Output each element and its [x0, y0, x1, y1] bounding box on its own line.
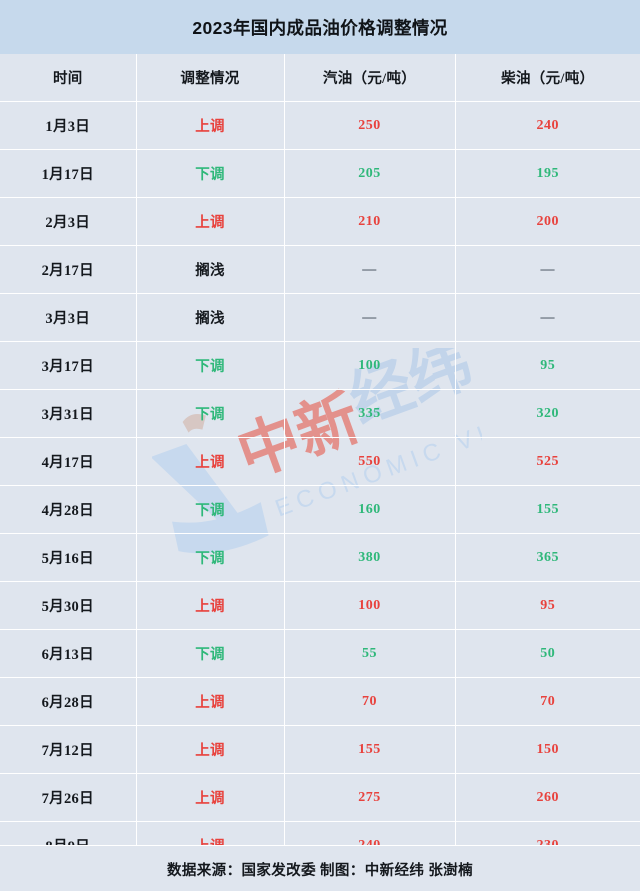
cell-diesel: 195 — [455, 149, 640, 198]
cell-adjustment: 下调 — [136, 389, 285, 438]
cell-adjustment: 下调 — [136, 149, 285, 198]
cell-adjustment: 上调 — [136, 197, 285, 246]
cell-diesel: 525 — [455, 437, 640, 486]
table-row: 2月17日 搁浅 — — — [0, 245, 640, 294]
table-row: 7月12日 上调 155 150 — [0, 725, 640, 774]
column-header-gasoline: 汽油（元/吨） — [284, 54, 456, 102]
table-row: 3月17日 下调 100 95 — [0, 341, 640, 390]
cell-date: 2月17日 — [0, 245, 137, 294]
title-band: 2023年国内成品油价格调整情况 — [0, 0, 640, 54]
table-row: 1月17日 下调 205 195 — [0, 149, 640, 198]
cell-date: 4月28日 — [0, 485, 137, 534]
column-header-diesel: 柴油（元/吨） — [455, 54, 640, 102]
cell-gasoline: 155 — [284, 725, 456, 774]
cell-date: 5月16日 — [0, 533, 137, 582]
cell-gasoline: 160 — [284, 485, 456, 534]
footer-band: 数据来源：国家发改委 制图：中新经纬 张澍楠 — [0, 845, 640, 891]
source-credit: 数据来源：国家发改委 制图：中新经纬 张澍楠 — [166, 862, 474, 879]
cell-gasoline: 100 — [284, 341, 456, 390]
cell-adjustment: 上调 — [136, 581, 285, 630]
cell-date: 3月31日 — [0, 389, 137, 438]
table-row: 2月3日 上调 210 200 — [0, 197, 640, 246]
cell-diesel: 155 — [455, 485, 640, 534]
cell-adjustment: 上调 — [136, 437, 285, 486]
cell-gasoline: 100 — [284, 581, 456, 630]
cell-gasoline: 380 — [284, 533, 456, 582]
cell-diesel: — — [455, 293, 640, 342]
cell-date: 6月13日 — [0, 629, 137, 678]
cell-adjustment: 搁浅 — [136, 245, 285, 294]
data-table-container: 时间 调整情况 汽油（元/吨） 柴油（元/吨） 1月3日 上调 250 240 1月17… — [0, 54, 640, 891]
cell-date: 3月3日 — [0, 293, 137, 342]
cell-diesel: 70 — [455, 677, 640, 726]
cell-diesel: — — [455, 245, 640, 294]
cell-adjustment: 下调 — [136, 341, 285, 390]
cell-adjustment: 下调 — [136, 485, 285, 534]
column-header-time: 时间 — [0, 54, 137, 102]
table-row: 6月13日 下调 55 50 — [0, 629, 640, 678]
cell-gasoline: 335 — [284, 389, 456, 438]
cell-date: 1月3日 — [0, 101, 137, 150]
price-adjustment-table: 时间 调整情况 汽油（元/吨） 柴油（元/吨） 1月3日 上调 250 240 1月17… — [0, 54, 640, 891]
cell-gasoline: 205 — [284, 149, 456, 198]
cell-gasoline: 70 — [284, 677, 456, 726]
cell-adjustment: 下调 — [136, 533, 285, 582]
cell-diesel: 150 — [455, 725, 640, 774]
cell-diesel: 95 — [455, 341, 640, 390]
table-row: 7月26日 上调 275 260 — [0, 773, 640, 822]
table-row: 5月16日 下调 380 365 — [0, 533, 640, 582]
cell-adjustment: 下调 — [136, 629, 285, 678]
cell-diesel: 320 — [455, 389, 640, 438]
table-header: 时间 调整情况 汽油（元/吨） 柴油（元/吨） — [0, 54, 640, 102]
cell-gasoline: — — [284, 245, 456, 294]
cell-date: 7月12日 — [0, 725, 137, 774]
cell-date: 4月17日 — [0, 437, 137, 486]
cell-date: 2月3日 — [0, 197, 137, 246]
table-row: 4月28日 下调 160 155 — [0, 485, 640, 534]
cell-diesel: 365 — [455, 533, 640, 582]
table-row: 5月30日 上调 100 95 — [0, 581, 640, 630]
cell-diesel: 200 — [455, 197, 640, 246]
cell-gasoline: 550 — [284, 437, 456, 486]
cell-gasoline: 250 — [284, 101, 456, 150]
cell-gasoline: 55 — [284, 629, 456, 678]
cell-diesel: 50 — [455, 629, 640, 678]
cell-date: 1月17日 — [0, 149, 137, 198]
cell-adjustment: 搁浅 — [136, 293, 285, 342]
cell-adjustment: 上调 — [136, 773, 285, 822]
table-row: 1月3日 上调 250 240 — [0, 101, 640, 150]
cell-diesel: 260 — [455, 773, 640, 822]
cell-date: 3月17日 — [0, 341, 137, 390]
table-row: 3月31日 下调 335 320 — [0, 389, 640, 438]
table-header-row: 时间 调整情况 汽油（元/吨） 柴油（元/吨） — [0, 54, 640, 102]
cell-gasoline: — — [284, 293, 456, 342]
cell-adjustment: 上调 — [136, 101, 285, 150]
cell-adjustment: 上调 — [136, 725, 285, 774]
cell-diesel: 95 — [455, 581, 640, 630]
cell-date: 7月26日 — [0, 773, 137, 822]
table-row: 6月28日 上调 70 70 — [0, 677, 640, 726]
table-body: 1月3日 上调 250 240 1月17日 下调 205 195 2月3日 上调 210 200 2月1… — [0, 101, 640, 891]
cell-diesel: 240 — [455, 101, 640, 150]
cell-date: 5月30日 — [0, 581, 137, 630]
cell-gasoline: 275 — [284, 773, 456, 822]
cell-date: 6月28日 — [0, 677, 137, 726]
page-title: 2023年国内成品油价格调整情况 — [192, 17, 448, 38]
table-row: 3月3日 搁浅 — — — [0, 293, 640, 342]
cell-adjustment: 上调 — [136, 677, 285, 726]
table-row: 4月17日 上调 550 525 — [0, 437, 640, 486]
cell-gasoline: 210 — [284, 197, 456, 246]
column-header-adjustment: 调整情况 — [136, 54, 285, 102]
